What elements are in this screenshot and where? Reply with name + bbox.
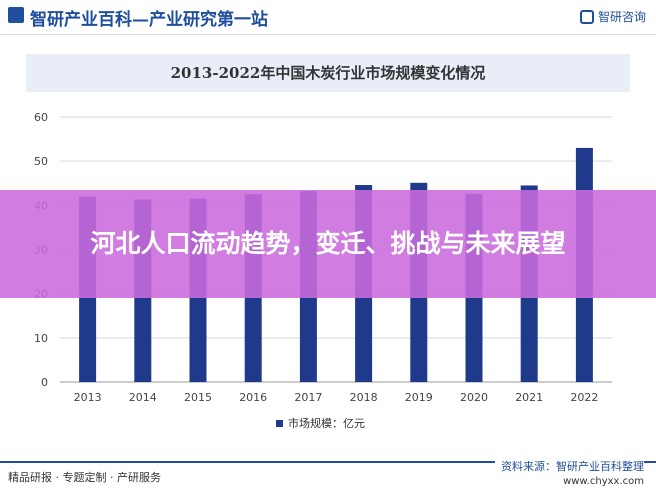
y-tick-label: 60	[34, 111, 48, 124]
x-tick-label: 2017	[294, 391, 322, 404]
brand-icon	[579, 9, 594, 24]
x-tick-label: 2018	[350, 391, 378, 404]
x-tick-label: 2022	[570, 391, 598, 404]
page-header: 智研产业百科—产业研究第一站 智研咨询	[0, 0, 656, 35]
x-tick-label: 2013	[74, 391, 102, 404]
x-tick-label: 2019	[405, 391, 433, 404]
y-tick-label: 10	[34, 332, 48, 345]
footer-divider	[0, 461, 656, 463]
chart-title: 2013-2022年中国木炭行业市场规模变化情况	[170, 64, 486, 82]
brand-name: 智研咨询	[597, 10, 646, 24]
x-tick-label: 2021	[515, 391, 543, 404]
x-tick-label: 2015	[184, 391, 212, 404]
header-title: 智研产业百科—产业研究第一站	[30, 10, 268, 30]
y-tick-label: 0	[41, 376, 48, 389]
brand-logo[interactable]: 智研咨询	[579, 8, 646, 25]
legend-label: 市场规模：亿元	[288, 416, 365, 430]
footer-url[interactable]: www.chyxx.com	[563, 476, 644, 487]
footer-services: 精品研报 · 专题定制 · 产研服务	[8, 471, 161, 484]
y-tick-label: 50	[34, 155, 48, 168]
headline-overlay: 河北人口流动趋势，变迁、挑战与未来展望	[0, 190, 656, 298]
x-tick-label: 2016	[239, 391, 267, 404]
headline-text: 河北人口流动趋势，变迁、挑战与未来展望	[90, 229, 566, 258]
footer-source: 资料来源：智研产业百科整理	[495, 458, 644, 474]
x-tick-label: 2020	[460, 391, 488, 404]
header-logo-icon	[8, 7, 24, 23]
legend-swatch	[276, 420, 283, 427]
x-tick-label: 2014	[129, 391, 157, 404]
chart-title-band: 2013-2022年中国木炭行业市场规模变化情况	[26, 54, 630, 92]
